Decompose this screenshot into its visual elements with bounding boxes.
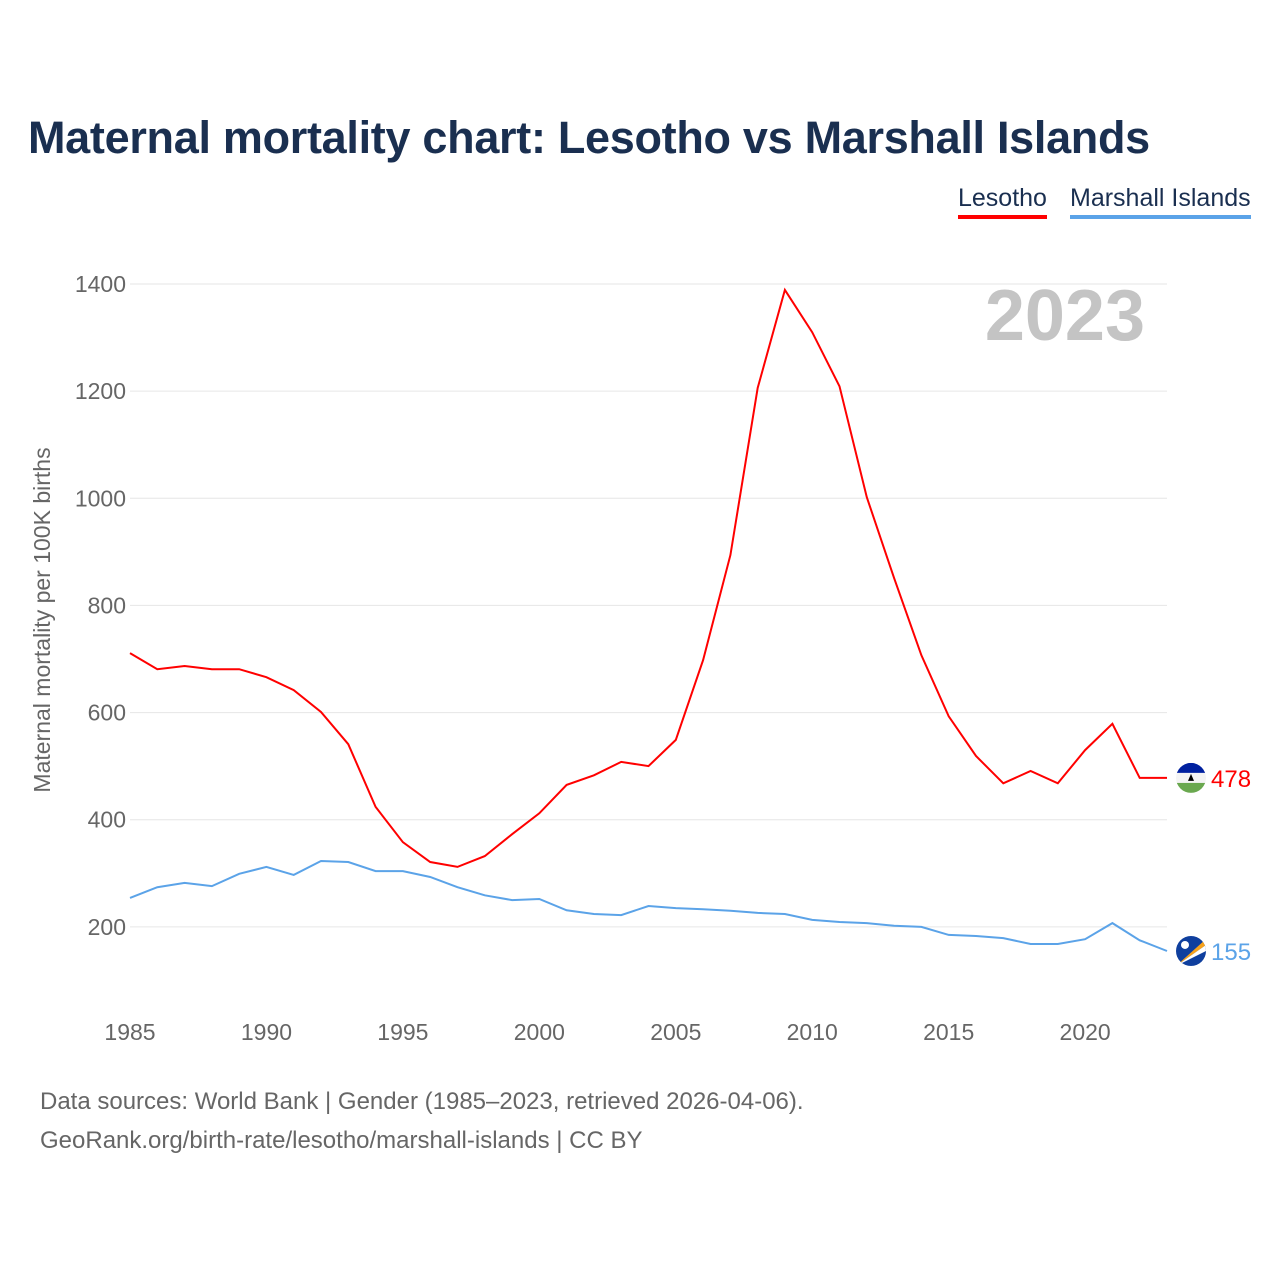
legend-lesotho[interactable]: Lesotho bbox=[958, 184, 1047, 219]
y-tick-label: 400 bbox=[88, 807, 126, 833]
x-tick-label: 2000 bbox=[514, 1019, 565, 1045]
marshall-islands-flag-icon bbox=[1176, 935, 1206, 966]
y-tick-label: 1000 bbox=[75, 485, 126, 511]
year-watermark: 2023 bbox=[985, 276, 1145, 356]
x-tick-label: 1995 bbox=[377, 1019, 428, 1045]
y-axis-label: Maternal mortality per 100K births bbox=[29, 447, 55, 792]
end-value-label: 478 bbox=[1211, 766, 1251, 793]
chart-title: Maternal mortality chart: Lesotho vs Mar… bbox=[28, 112, 1150, 163]
y-tick-label: 800 bbox=[88, 592, 126, 618]
series-line-marshall-islands bbox=[129, 859, 1168, 952]
legend-marshall-islands[interactable]: Marshall Islands bbox=[1070, 184, 1251, 219]
x-tick-label: 2010 bbox=[787, 1019, 838, 1045]
x-tick-label: 1985 bbox=[104, 1019, 155, 1045]
end-value-label: 155 bbox=[1211, 939, 1251, 966]
series-line-lesotho bbox=[129, 287, 1167, 868]
y-tick-label: 600 bbox=[88, 700, 126, 726]
x-tick-label: 1990 bbox=[241, 1019, 292, 1045]
x-tick-label: 2020 bbox=[1060, 1019, 1111, 1045]
lesotho-flag-icon bbox=[1176, 762, 1206, 793]
y-tick-label: 1400 bbox=[75, 271, 126, 297]
x-tick-label: 2015 bbox=[923, 1019, 974, 1045]
footer-sources: Data sources: World Bank | Gender (1985–… bbox=[40, 1088, 804, 1115]
footer-link[interactable]: GeoRank.org/birth-rate/lesotho/marshall-… bbox=[40, 1127, 643, 1154]
y-tick-label: 1200 bbox=[75, 378, 126, 404]
x-tick-label: 2005 bbox=[650, 1019, 701, 1045]
y-tick-label: 200 bbox=[88, 914, 126, 940]
